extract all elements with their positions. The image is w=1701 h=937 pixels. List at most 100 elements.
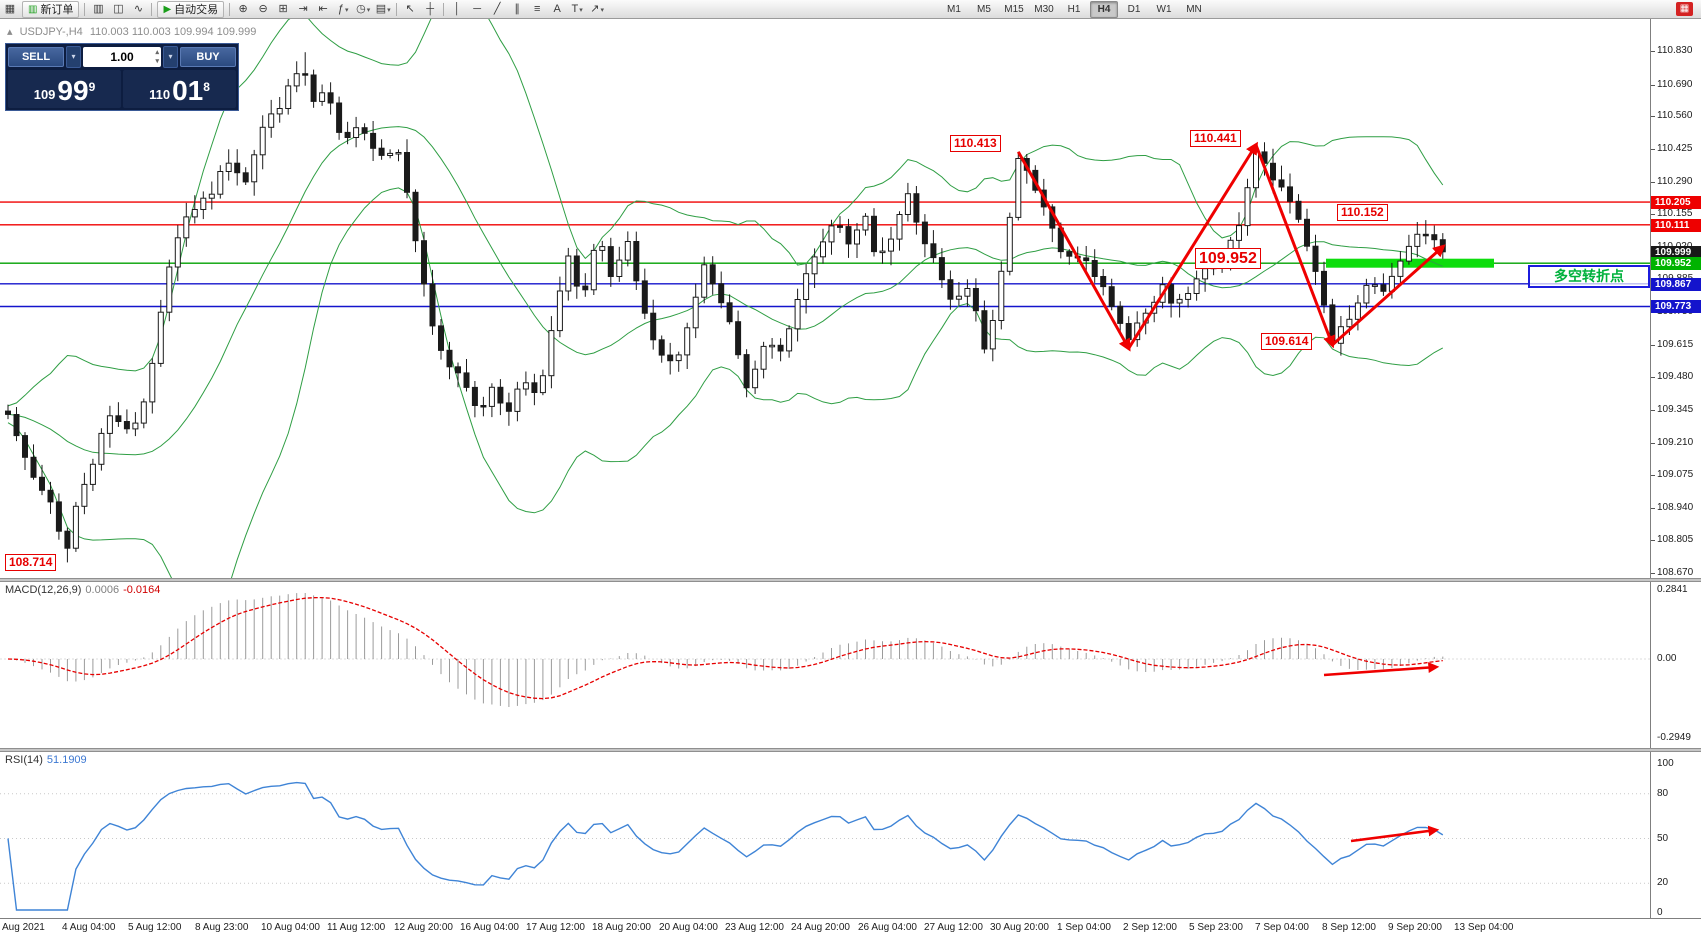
price-scale[interactable]: 110.830 110.690 110.560 110.425 110.290 110.1… xyxy=(1650,18,1701,918)
vertical-line-icon[interactable]: │ xyxy=(453,2,461,15)
chart-window-icon[interactable]: ▦ xyxy=(4,2,16,15)
price-annotation-109.952[interactable]: 109.952 xyxy=(1195,248,1261,269)
time-axis-label: 7 Sep 04:00 xyxy=(1255,922,1309,933)
autotrading-button[interactable]: ▶ 自动交易 xyxy=(157,0,225,18)
time-axis-label: 9 Sep 20:00 xyxy=(1388,922,1442,933)
sell-button[interactable]: SELL xyxy=(8,47,64,67)
toolbar: ▦ ▥ 新订单 ▥ ◫ ∿ ▶ 自动交易 ⊕ ⊖ ⊞ ⇥ ⇤ ƒ▾ ◷▾ ▤▾ ↖ ┼ │ ─ ╱ ∥ ≡ A T▾ ↗▾ M1 M… xyxy=(0,0,1701,19)
new-order-button[interactable]: ▥ 新订单 xyxy=(22,0,80,18)
time-axis-label: 27 Aug 12:00 xyxy=(924,922,983,933)
tile-windows-icon[interactable]: ⊞ xyxy=(278,2,288,15)
timeframe-button-H1[interactable]: H1 xyxy=(1067,4,1081,15)
timeframe-toolbar: M1 M5 M15 M30 H1 H4 D1 W1 MN xyxy=(939,1,1209,18)
autotrading-button-icon: ▶ xyxy=(163,3,172,15)
text-icon[interactable]: A xyxy=(553,2,561,15)
auto-scroll-icon[interactable]: ⇥ xyxy=(298,2,308,15)
toolbar-separator xyxy=(84,2,86,16)
scale-tick-mark xyxy=(1651,149,1655,150)
scale-tick-mark xyxy=(1651,182,1655,183)
buy-price[interactable]: 110 01 8 xyxy=(123,70,236,108)
arrows-icon[interactable]: ↗▾ xyxy=(590,2,605,15)
panel-separator[interactable] xyxy=(0,578,1701,582)
symbol-name: USDJPY-,H4 xyxy=(19,26,83,38)
timeframe-button-H4[interactable]: H4 xyxy=(1090,1,1118,18)
time-axis-label: 30 Aug 20:00 xyxy=(990,922,1049,933)
crosshair-icon[interactable]: ┼ xyxy=(426,2,435,15)
line-chart-icon[interactable]: ∿ xyxy=(133,2,144,15)
timeframe-button-M1[interactable]: M1 xyxy=(947,4,961,15)
scale-tick-label: 110.425 xyxy=(1657,143,1693,154)
ohlc-readout: 110.003 110.003 109.994 109.999 xyxy=(89,26,257,38)
price-tag-109.867: 109.867 xyxy=(1651,278,1701,291)
chart-shift-icon[interactable]: ⇤ xyxy=(318,2,328,15)
horizontal-line-icon[interactable]: ─ xyxy=(473,2,482,15)
timeframe-button-M5[interactable]: M5 xyxy=(977,4,991,15)
time-axis-label: 2 Sep 12:00 xyxy=(1123,922,1177,933)
scale-tick-label: 109.345 xyxy=(1657,404,1694,415)
price-tag-109.952: 109.952 xyxy=(1651,257,1701,270)
toolbar-separator xyxy=(229,2,231,16)
time-axis-label: 12 Aug 20:00 xyxy=(394,922,453,933)
cursor-icon[interactable]: ↖ xyxy=(405,2,415,15)
sell-price[interactable]: 109 99 9 xyxy=(8,70,121,108)
scale-tick-label: 110.290 xyxy=(1657,176,1693,187)
scale-tick-mark xyxy=(1651,443,1655,444)
scale-tick-label: 110.560 xyxy=(1657,110,1693,121)
price-annotation-110.413[interactable]: 110.413 xyxy=(950,135,1001,152)
toolbar-separator xyxy=(443,2,445,16)
rsi-scale-label: 80 xyxy=(1657,788,1669,799)
text-label-icon[interactable]: T▾ xyxy=(571,2,583,15)
timeframe-button-M15[interactable]: M15 xyxy=(1004,4,1024,15)
timeframe-button-D1[interactable]: D1 xyxy=(1127,4,1141,15)
scale-tick-label: 110.690 xyxy=(1657,79,1693,90)
time-axis[interactable]: Aug 2021 4 Aug 04:00 5 Aug 12:00 8 Aug 23:0… xyxy=(0,918,1701,937)
price-tag-110.205: 110.205 xyxy=(1651,196,1701,209)
price-annotation-110.441[interactable]: 110.441 xyxy=(1190,130,1241,147)
price-annotation-109.614[interactable]: 109.614 xyxy=(1261,333,1313,350)
trendline-icon[interactable]: ╱ xyxy=(493,2,501,15)
toolbar-separator xyxy=(151,2,153,16)
scale-tick-mark xyxy=(1651,85,1655,86)
candlestick-chart-icon[interactable]: ◫ xyxy=(113,2,124,15)
chart-panel[interactable]: ▴ USDJPY-,H4 110.003 110.003 109.994 109… xyxy=(0,18,1650,578)
buy-button[interactable]: BUY xyxy=(180,47,236,67)
macd-panel[interactable]: MACD(12,26,9) 0.0006 -0.0164 xyxy=(0,582,1650,748)
time-axis-label: 1 Sep 04:00 xyxy=(1057,922,1111,933)
timeframe-button-W1[interactable]: W1 xyxy=(1156,4,1172,15)
price-annotation-108.714[interactable]: 108.714 xyxy=(5,554,57,571)
scale-tick-mark xyxy=(1651,214,1655,215)
volume-spinner[interactable]: ▴ ▾ xyxy=(155,49,159,65)
candlestick-chart-canvas[interactable] xyxy=(0,18,1650,578)
market-watch-red-icon[interactable]: ▦ xyxy=(1676,2,1693,16)
macd-chart-canvas[interactable] xyxy=(0,582,1650,748)
macd-scale-label: 0.00 xyxy=(1657,653,1677,664)
zoom-out-icon[interactable]: ⊖ xyxy=(258,2,268,15)
zoom-in-icon[interactable]: ⊕ xyxy=(238,2,248,15)
toolbar-icon-group: ▦ ▥ 新订单 ▥ ◫ ∿ ▶ 自动交易 ⊕ ⊖ ⊞ ⇥ ⇤ ƒ▾ ◷▾ ▤▾ ↖ ┼ │ ─ ╱ ∥ ≡ A T▾ ↗▾ xyxy=(0,0,607,18)
scale-tick-mark xyxy=(1651,475,1655,476)
macd-scale-label: 0.2841 xyxy=(1657,584,1688,595)
channel-icon[interactable]: ∥ xyxy=(514,2,520,15)
indicators-icon[interactable]: ƒ▾ xyxy=(337,2,349,15)
timeframe-button-M30[interactable]: M30 xyxy=(1034,4,1054,15)
rsi-chart-canvas[interactable] xyxy=(0,752,1650,918)
price-annotation-110.152[interactable]: 110.152 xyxy=(1337,204,1388,221)
periods-icon[interactable]: ◷▾ xyxy=(356,2,371,15)
sell-options-caret[interactable]: ▾ xyxy=(66,46,81,68)
buy-options-caret[interactable]: ▾ xyxy=(163,46,178,68)
fibonacci-icon[interactable]: ≡ xyxy=(533,2,541,15)
turning-point-label[interactable]: 多空转折点 xyxy=(1528,265,1650,288)
scale-tick-mark xyxy=(1651,377,1655,378)
timeframe-button-MN[interactable]: MN xyxy=(1186,4,1202,15)
bar-chart-icon[interactable]: ▥ xyxy=(93,2,104,15)
scale-tick-mark xyxy=(1651,51,1655,52)
volume-input[interactable]: 1.00 ▴ ▾ xyxy=(83,47,161,67)
panel-separator[interactable] xyxy=(0,748,1701,752)
rsi-panel[interactable]: RSI(14) 51.1909 xyxy=(0,752,1650,918)
rsi-scale-label: 100 xyxy=(1657,758,1674,769)
rsi-trend-arrow xyxy=(1350,825,1440,843)
templates-icon[interactable]: ▤▾ xyxy=(375,2,391,15)
time-axis-label: 17 Aug 12:00 xyxy=(526,922,585,933)
time-axis-label: 16 Aug 04:00 xyxy=(460,922,519,933)
